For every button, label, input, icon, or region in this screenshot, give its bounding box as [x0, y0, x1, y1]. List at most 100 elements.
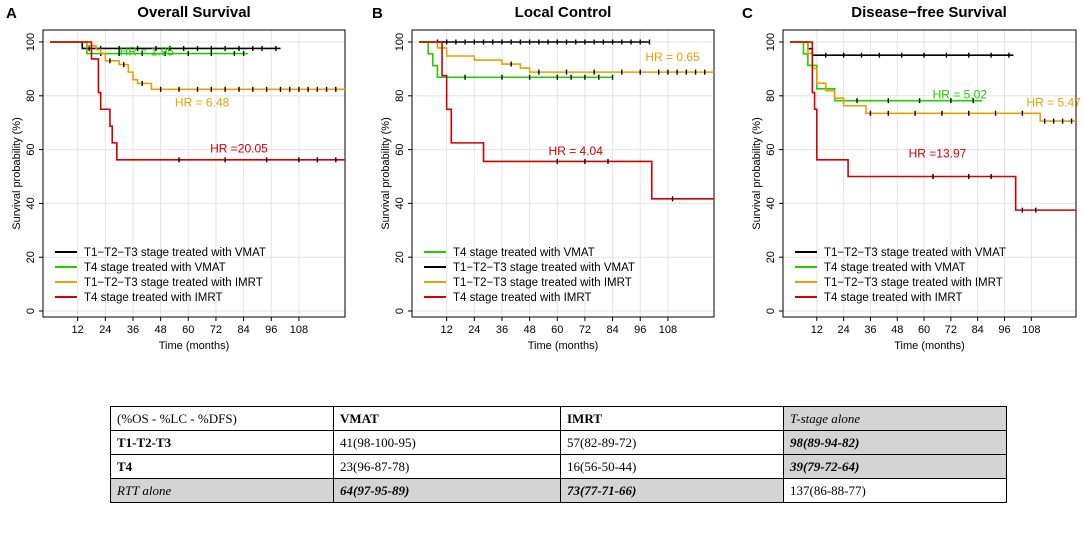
table-cell: VMAT	[333, 406, 561, 431]
x-tick-label: 96	[265, 324, 277, 336]
plot-frame	[42, 29, 346, 318]
x-tick-label: 84	[237, 324, 249, 336]
y-tick-label: 60	[765, 143, 777, 155]
x-tick-label: 36	[127, 324, 139, 336]
panel-title: Overall Survival	[137, 4, 250, 21]
x-axis-label: Time (months)	[894, 340, 965, 352]
table-row: T1-T2-T3 41(98-100-95) 57(82-89-72) 98(89-9…	[110, 430, 1007, 455]
x-tick-label: 72	[579, 324, 591, 336]
table-cell: 137(86-88-77)	[783, 478, 1007, 503]
x-tick-label: 60	[182, 324, 194, 336]
x-axis-label: Time (months)	[528, 340, 599, 352]
table-cell: RTT alone	[110, 478, 334, 503]
series-line-3	[419, 41, 714, 200]
y-tick-label: 80	[394, 90, 406, 102]
hr-annotation: HR = 0.65	[645, 50, 700, 64]
table-row: T4 23(96-87-78) 16(56-50-44) 39(79-72-64)	[110, 454, 1007, 479]
table-cell: 64(97-95-89)	[333, 478, 561, 503]
x-tick-label: 48	[155, 324, 167, 336]
series-line-2	[790, 41, 1076, 122]
y-tick-label: 40	[394, 197, 406, 209]
table-cell: 23(96-87-78)	[333, 454, 561, 479]
x-tick-label: 108	[659, 324, 677, 336]
y-axis-label: Survival probability (%)	[751, 117, 763, 229]
y-tick-label: 100	[394, 33, 406, 51]
legend-entry: T4 stage treated with VMAT	[84, 262, 226, 274]
hr-annotation: HR = 5.47	[1026, 96, 1081, 110]
legend-entry: T1−T2−T3 stage treated with IMRT	[453, 277, 632, 289]
table-row: (%OS - %LC - %DFS) VMAT IMRT T-stage alone	[110, 406, 1007, 431]
x-tick-label: 96	[998, 324, 1010, 336]
hr-annotation: HR =20.05	[210, 141, 268, 155]
panel-letter: C	[742, 5, 753, 22]
legend-entry: T1−T2−T3 stage treated with VMAT	[824, 247, 1006, 259]
table-cell: T-stage alone	[783, 406, 1007, 431]
y-tick-label: 0	[394, 308, 406, 314]
x-tick-label: 24	[838, 324, 850, 336]
x-tick-label: 36	[496, 324, 508, 336]
panel-title: Local Control	[515, 4, 612, 21]
x-tick-label: 12	[811, 324, 823, 336]
x-tick-label: 36	[864, 324, 876, 336]
panel-letter: B	[372, 5, 383, 22]
panel-title: Disease−free Survival	[851, 4, 1007, 21]
series-line-3	[50, 41, 345, 161]
table-cell: 57(82-89-72)	[560, 430, 784, 455]
hr-annotation: HR = 6.48	[175, 96, 230, 110]
x-tick-label: 48	[524, 324, 536, 336]
y-tick-label: 20	[394, 251, 406, 263]
series-line-2	[50, 41, 345, 91]
y-tick-label: 80	[765, 90, 777, 102]
y-tick-label: 40	[765, 197, 777, 209]
panel-b: B Local Control 12 24 36 48 60 72 84 96 108 0 20 40 60…	[372, 4, 715, 352]
y-tick-label: 60	[394, 143, 406, 155]
table-cell: 73(77-71-66)	[560, 478, 784, 503]
x-tick-label: 108	[1022, 324, 1040, 336]
y-tick-label: 0	[765, 308, 777, 314]
legend-entry: T4 stage treated with IMRT	[84, 292, 222, 304]
legend-entry: T4 stage treated with IMRT	[453, 292, 591, 304]
plot-frame	[411, 29, 715, 318]
y-axis-label: Survival probability (%)	[380, 117, 392, 229]
y-tick-label: 100	[25, 33, 37, 51]
hr-annotation: HR = 4.04	[549, 144, 604, 158]
table-cell: 16(56-50-44)	[560, 454, 784, 479]
table-cell: (%OS - %LC - %DFS)	[110, 406, 334, 431]
table-cell: T4	[110, 454, 334, 479]
y-tick-label: 60	[25, 143, 37, 155]
x-tick-label: 60	[551, 324, 563, 336]
series-line-3	[790, 41, 1076, 211]
table-cell: 39(79-72-64)	[783, 454, 1007, 479]
legend-entry: T1−T2−T3 stage treated with IMRT	[824, 277, 1003, 289]
legend-entry: T4 stage treated with VMAT	[824, 262, 966, 274]
x-tick-label: 24	[99, 324, 111, 336]
hr-annotation: HR = 5.02	[933, 87, 988, 101]
y-axis-label: Survival probability (%)	[11, 117, 23, 229]
x-tick-label: 12	[441, 324, 453, 336]
x-tick-label: 72	[945, 324, 957, 336]
x-tick-label: 96	[634, 324, 646, 336]
panel-c: C Disease−free Survival 12 24 36 48 60 72 84 96 10…	[742, 4, 1081, 352]
x-tick-label: 48	[891, 324, 903, 336]
y-tick-label: 20	[765, 251, 777, 263]
y-tick-label: 20	[25, 251, 37, 263]
x-tick-label: 72	[210, 324, 222, 336]
x-tick-label: 24	[468, 324, 480, 336]
legend-entry: T4 stage treated with IMRT	[824, 292, 962, 304]
hr-annotation: HR = 1.95	[120, 44, 175, 58]
x-axis-label: Time (months)	[159, 340, 230, 352]
y-tick-label: 0	[25, 308, 37, 314]
legend-entry: T1−T2−T3 stage treated with IMRT	[84, 277, 263, 289]
x-tick-label: 84	[972, 324, 984, 336]
y-tick-label: 100	[765, 33, 777, 51]
summary-table: (%OS - %LC - %DFS) VMAT IMRT T-stage alone T…	[110, 406, 1007, 503]
table-cell: T1-T2-T3	[110, 430, 334, 455]
hr-annotation: HR =13.97	[909, 147, 967, 161]
x-tick-label: 60	[918, 324, 930, 336]
panel-letter: A	[6, 5, 17, 22]
series-line-2	[419, 41, 714, 73]
table-cell: IMRT	[560, 406, 784, 431]
x-tick-label: 84	[606, 324, 618, 336]
x-tick-label: 12	[72, 324, 84, 336]
legend-entry: T1−T2−T3 stage treated with VMAT	[84, 247, 266, 259]
